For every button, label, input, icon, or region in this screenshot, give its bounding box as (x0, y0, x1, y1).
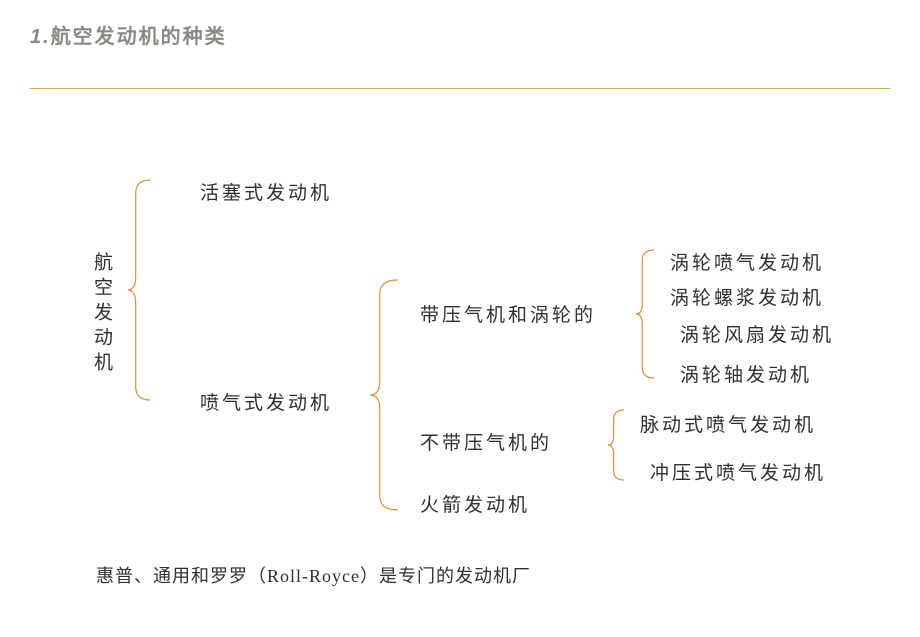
tree-node-l3a-3: 涡轮轴发动机 (680, 360, 812, 387)
brace-nocompressor (608, 410, 624, 480)
footer-text: 惠普、通用和罗罗（Roll-Royce）是专门的发动机厂 (96, 562, 531, 588)
tree-node-l2-1: 不带压气机的 (420, 428, 552, 455)
brace-jet (370, 280, 398, 510)
title-number: 1. (30, 26, 51, 48)
tree-node-l3a-2: 涡轮风扇发动机 (680, 320, 834, 347)
tree-node-l3a-1: 涡轮螺浆发动机 (670, 283, 824, 310)
brace-turbine (636, 250, 654, 378)
tree-root: 航空发动机 (88, 252, 115, 377)
tree-node-l1-0: 活塞式发动机 (200, 178, 332, 205)
tree-node-l3a-0: 涡轮喷气发动机 (670, 248, 824, 275)
tree-node-l2-2: 火箭发动机 (420, 490, 530, 517)
title-text: 航空发动机的种类 (51, 26, 227, 48)
tree-node-l2-0: 带压气机和涡轮的 (420, 300, 596, 327)
tree-node-l3b-0: 脉动式喷气发动机 (640, 410, 816, 437)
divider-line (30, 88, 890, 89)
tree-node-l3b-1: 冲压式喷气发动机 (650, 458, 826, 485)
tree-node-l1-1: 喷气式发动机 (200, 388, 332, 415)
page-title: 1.航空发动机的种类 (30, 20, 227, 49)
brace-root (128, 180, 150, 400)
